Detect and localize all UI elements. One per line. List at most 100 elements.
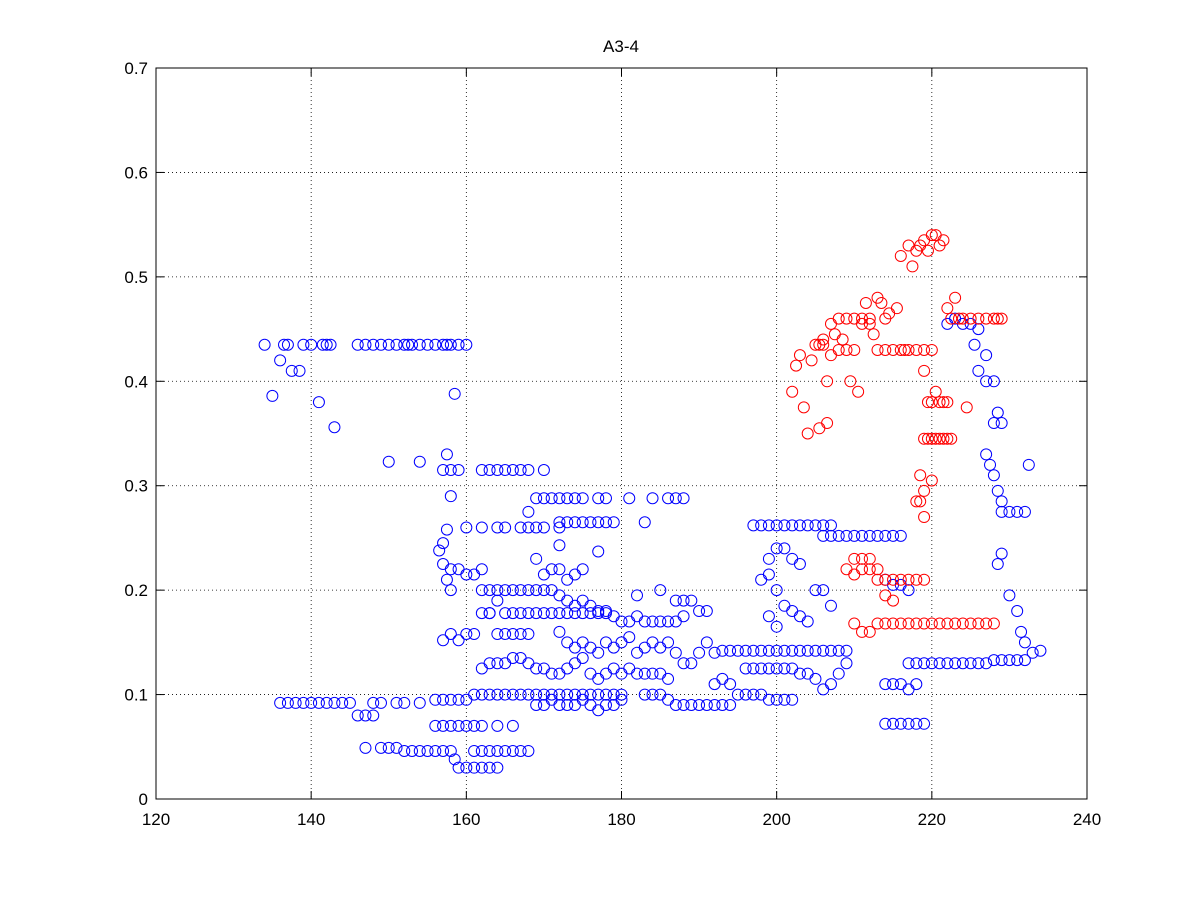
data-point (367, 696, 380, 709)
data-point (576, 688, 589, 701)
data-point (852, 385, 865, 398)
data-point (483, 607, 496, 620)
data-point (599, 516, 612, 529)
data-point (980, 448, 993, 461)
data-point (452, 693, 465, 706)
data-point (281, 338, 294, 351)
data-point (437, 338, 450, 351)
data-point (918, 364, 931, 377)
data-point (662, 672, 675, 685)
data-point (592, 492, 605, 505)
data-point (491, 584, 504, 597)
data-point (945, 432, 958, 445)
data-point (452, 634, 465, 647)
data-point (724, 699, 737, 712)
data-point (599, 688, 612, 701)
data-point (793, 349, 806, 362)
data-point (293, 364, 306, 377)
data-point (592, 545, 605, 558)
data-point (468, 744, 481, 757)
data-point (421, 744, 434, 757)
data-point (809, 644, 822, 657)
data-point (320, 338, 333, 351)
data-point (576, 516, 589, 529)
data-point (778, 519, 791, 532)
data-point (537, 607, 550, 620)
data-point (460, 628, 473, 641)
data-point (374, 741, 387, 754)
data-point (801, 427, 814, 440)
data-point (568, 492, 581, 505)
data-point (937, 396, 950, 409)
data-point (413, 696, 426, 709)
data-point (359, 741, 372, 754)
data-point (638, 667, 651, 680)
data-point (444, 464, 457, 477)
data-point (491, 657, 504, 670)
data-point (956, 617, 969, 630)
data-point (506, 584, 519, 597)
data-point (440, 338, 453, 351)
data-point (475, 521, 488, 534)
data-point (545, 607, 558, 620)
data-point (444, 584, 457, 597)
data-point (460, 719, 473, 732)
data-point (724, 644, 737, 657)
data-point (832, 667, 845, 680)
data-point (460, 761, 473, 774)
data-point (468, 628, 481, 641)
data-point (960, 401, 973, 414)
data-point (685, 657, 698, 670)
data-point (941, 396, 954, 409)
data-point (475, 688, 488, 701)
data-point (514, 744, 527, 757)
data-point (879, 529, 892, 542)
data-point (809, 672, 822, 685)
data-point (374, 338, 387, 351)
data-point (902, 584, 915, 597)
data-point (452, 761, 465, 774)
data-point (483, 584, 496, 597)
data-point (941, 302, 954, 315)
data-point (863, 563, 876, 576)
data-point (367, 709, 380, 722)
data-point (522, 521, 535, 534)
data-point (514, 464, 527, 477)
data-point (561, 607, 574, 620)
data-point (918, 657, 931, 670)
data-point (1034, 644, 1047, 657)
data-point (840, 312, 853, 325)
data-point (646, 615, 659, 628)
data-point (522, 464, 535, 477)
data-point (902, 717, 915, 730)
data-point (406, 744, 419, 757)
data-point (910, 678, 923, 691)
data-point (530, 492, 543, 505)
data-point (444, 693, 457, 706)
data-point (933, 432, 946, 445)
data-point (305, 338, 318, 351)
data-point (902, 617, 915, 630)
data-point (708, 699, 721, 712)
data-point (545, 688, 558, 701)
data-point (972, 312, 985, 325)
y-tick-label: 0.4 (124, 372, 148, 391)
data-point (522, 744, 535, 757)
data-point (859, 296, 872, 309)
data-point (956, 312, 969, 325)
data-point (491, 628, 504, 641)
data-point (910, 495, 923, 508)
data-point (987, 617, 1000, 630)
data-point (669, 594, 682, 607)
data-point (506, 688, 519, 701)
data-point (568, 607, 581, 620)
data-point (902, 657, 915, 670)
data-point (444, 338, 457, 351)
data-point (817, 519, 830, 532)
data-point (390, 338, 403, 351)
data-point (863, 312, 876, 325)
data-point (762, 644, 775, 657)
data-point (623, 631, 636, 644)
data-point (801, 519, 814, 532)
